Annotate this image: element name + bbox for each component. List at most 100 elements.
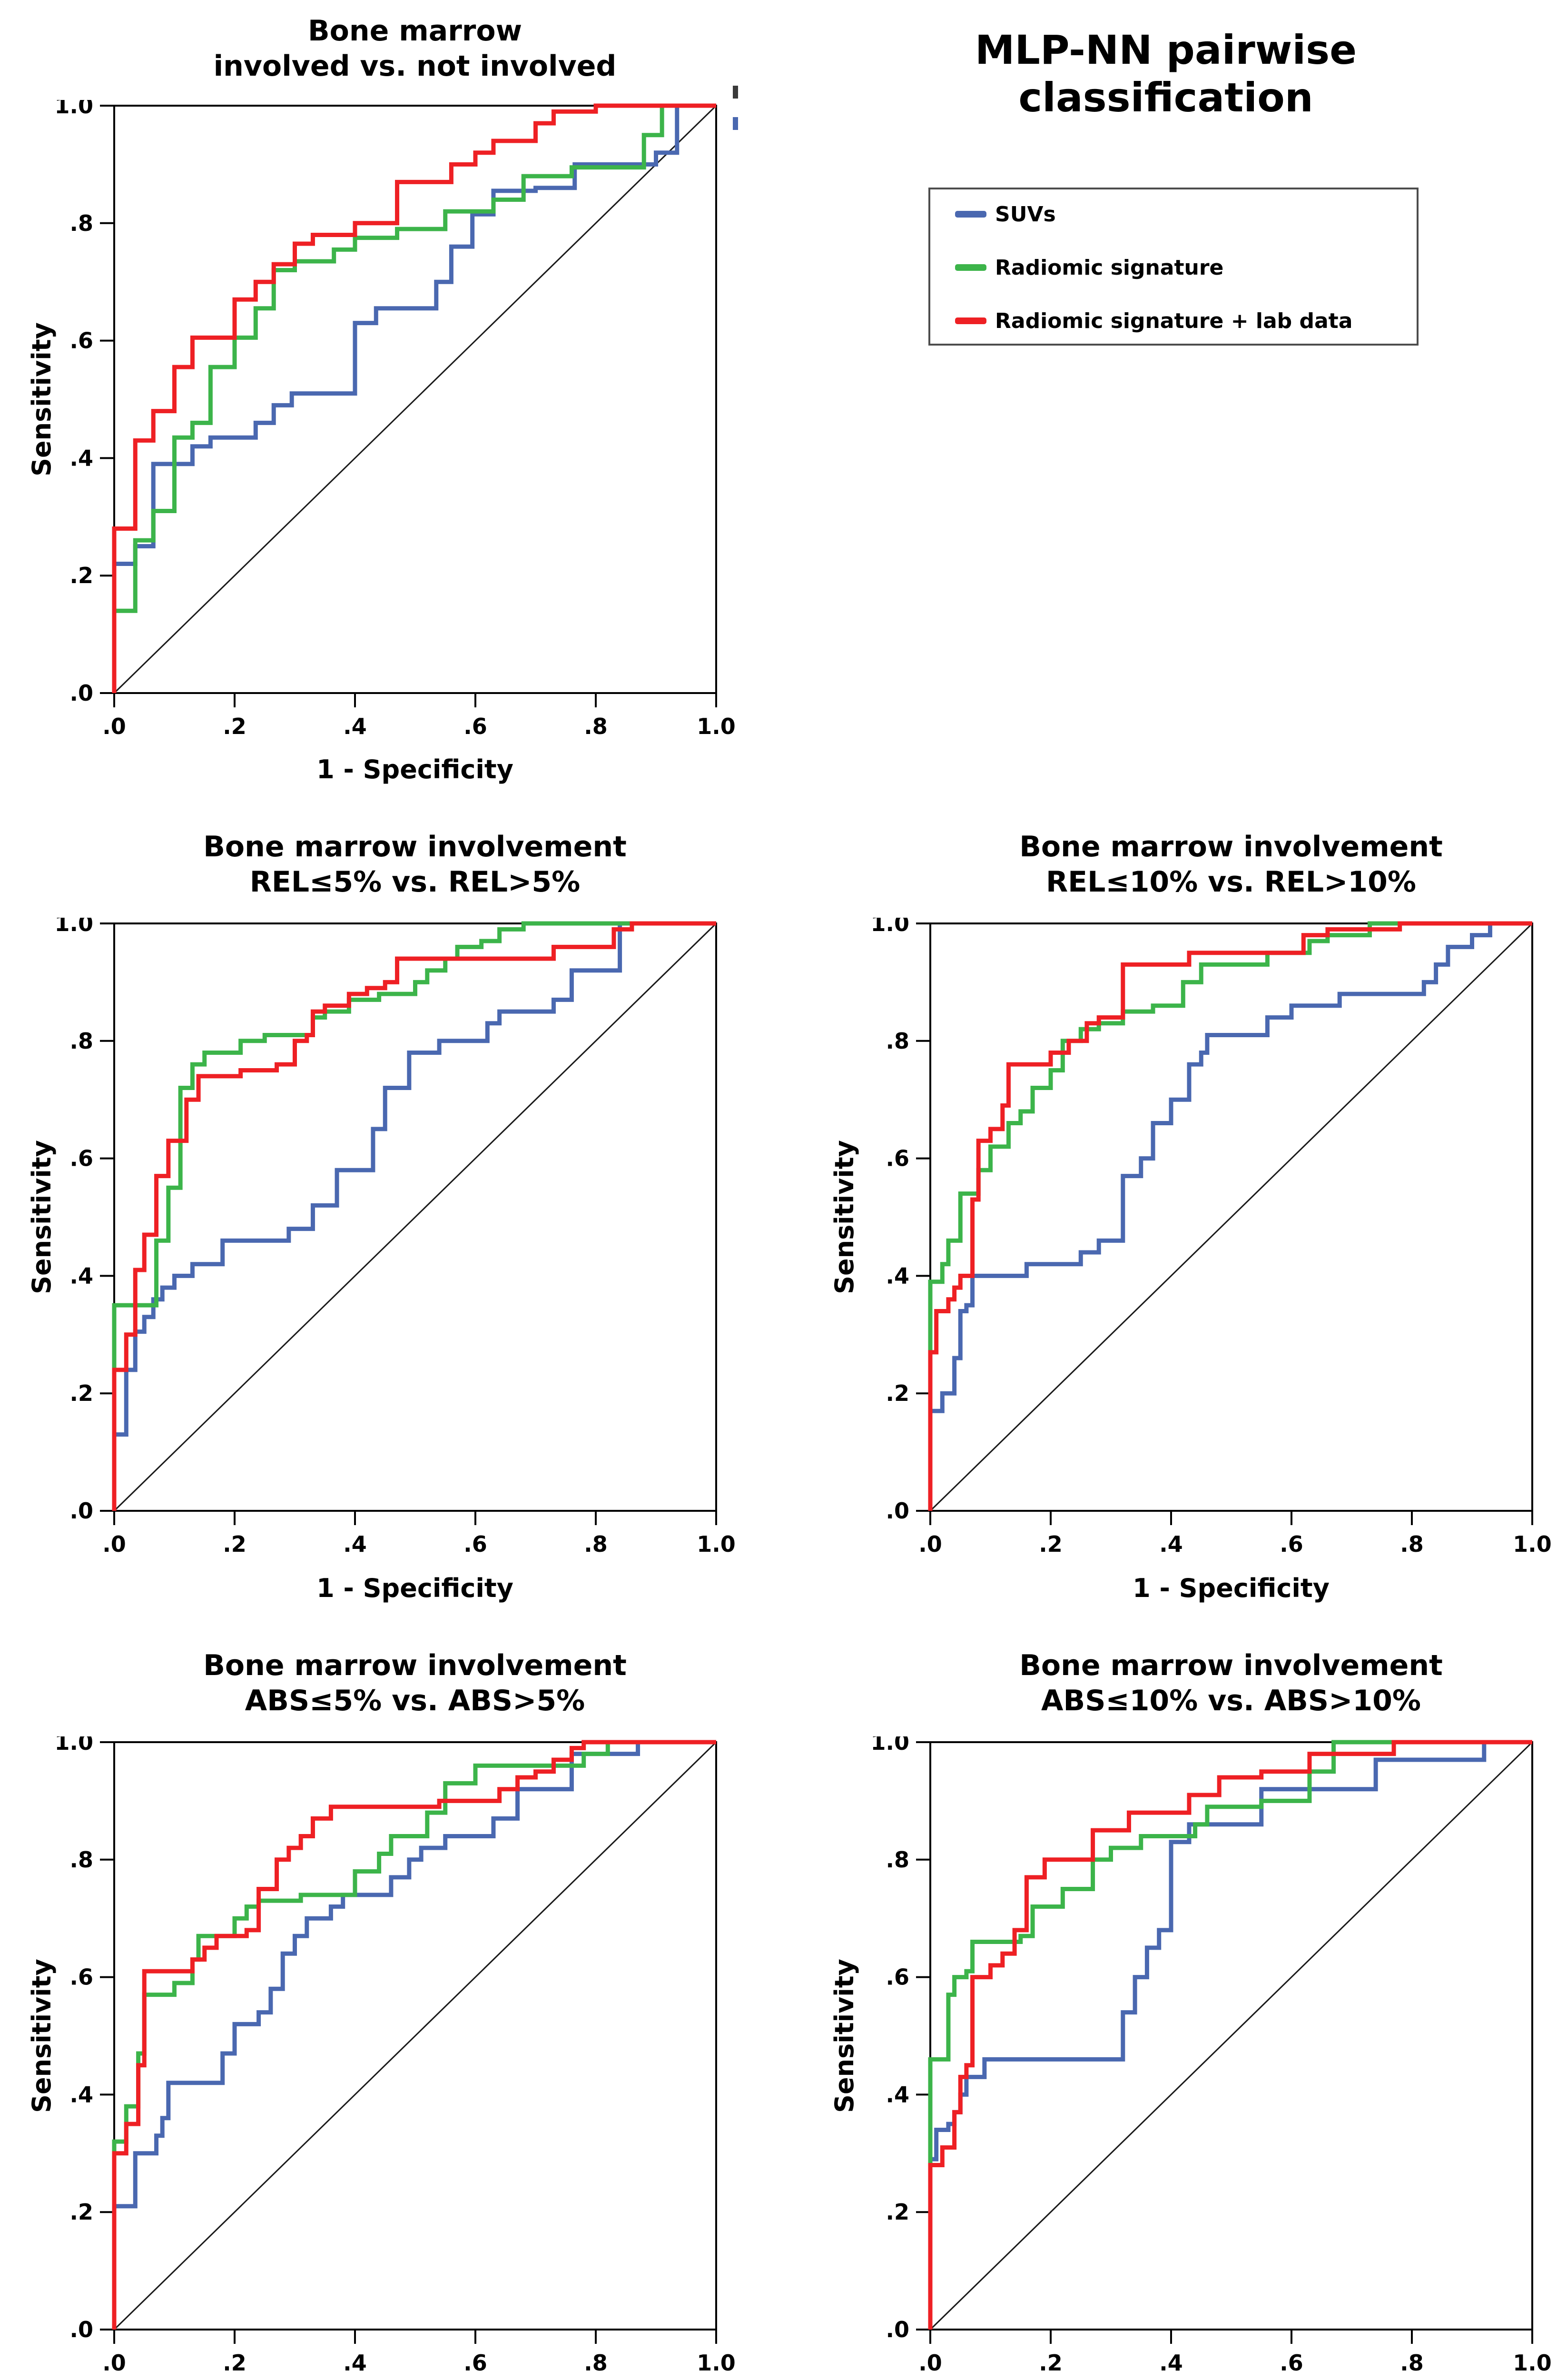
diagonal-reference-line — [113, 1741, 717, 2330]
figure-title-line1: MLP-NN pairwise — [975, 27, 1357, 73]
plot5-title: Bone marrow involvement ABS≤10% vs. ABS>… — [874, 1648, 1557, 1718]
roc-curve-suvs — [112, 103, 716, 693]
x-tick-label: 1.0 — [1513, 2350, 1552, 2376]
y-tick-label: .2 — [70, 563, 93, 588]
diagonal-reference-line — [113, 105, 717, 694]
y-tick-label: .2 — [886, 2199, 909, 2225]
x-tick-label: .0 — [918, 2350, 942, 2376]
plot1-chart: .0 .0 .2 .2 .4 .4 .6 .6 .8 .8 1.0 1.0 — [55, 100, 736, 739]
x-tick-label: 1.0 — [697, 714, 736, 739]
x-tick-label: .6 — [463, 714, 487, 739]
y-tick-label: .0 — [70, 1498, 93, 1524]
axes-box — [929, 922, 1533, 1512]
plot1-title-line2: involved vs. not involved — [213, 50, 617, 83]
plot5-chart: .0 .0 .2 .2 .4 .4 .6 .6 .8 .8 1.0 1.0 — [871, 1736, 1552, 2376]
roc-curve-radiomic-signature — [928, 1740, 1532, 2330]
plot4-chart: .0 .0 .2 .2 .4 .4 .6 .6 .8 .8 1.0 1.0 — [55, 1736, 736, 2376]
y-tick-label: 1.0 — [871, 918, 910, 936]
y-tick-label: .2 — [70, 1380, 93, 1406]
x-tick-label: .0 — [918, 1531, 942, 1557]
x-tick-label: .2 — [223, 714, 246, 739]
axes-box — [929, 1741, 1533, 2330]
roc-curve-radiomic-signature-lab-data — [112, 103, 716, 693]
y-tick-label: .8 — [886, 1028, 909, 1054]
plot4-title: Bone marrow involvement ABS≤5% vs. ABS>5… — [58, 1648, 772, 1718]
x-tick-label: .2 — [1039, 1531, 1062, 1557]
plot3-title-line2: REL≤10% vs. REL>10% — [1045, 865, 1416, 899]
x-tick-label: .2 — [223, 2350, 246, 2376]
y-tick-label: .2 — [886, 1380, 909, 1406]
axes-box — [113, 1741, 717, 2330]
plot3-chart: .0 .0 .2 .2 .4 .4 .6 .6 .8 .8 1.0 1.0 — [871, 918, 1552, 1557]
axes-box — [113, 105, 717, 694]
y-tick-label: .8 — [70, 1028, 93, 1054]
plot2-title-line1: Bone marrow involvement — [203, 830, 627, 863]
plot5-title-line1: Bone marrow involvement — [1019, 1649, 1443, 1682]
x-tick-label: .8 — [584, 714, 607, 739]
plot5-ylabel: Sensitivity — [829, 1959, 859, 2113]
x-tick-label: .8 — [1400, 1531, 1423, 1557]
y-tick-label: .0 — [70, 680, 93, 706]
plot3-title: Bone marrow involvement REL≤10% vs. REL>… — [874, 829, 1557, 900]
legend-item-suvs: SUVs — [930, 200, 1417, 228]
y-tick-label: .4 — [886, 1263, 909, 1289]
x-tick-label: .8 — [584, 2350, 607, 2376]
plot3-ylabel: Sensitivity — [829, 1140, 859, 1294]
legend-item-radiomic-signature: Radiomic signature — [930, 253, 1417, 282]
x-tick-label: 1.0 — [697, 2350, 736, 2376]
x-tick-label: .2 — [223, 1531, 246, 1557]
diagonal-reference-line — [113, 922, 717, 1512]
plot2-xlabel: 1 - Specificity — [316, 1573, 513, 1603]
y-tick-label: .0 — [70, 2317, 93, 2342]
x-tick-label: .4 — [343, 2350, 366, 2376]
x-tick-label: 1.0 — [1513, 1531, 1552, 1557]
y-tick-label: .6 — [886, 1146, 909, 1171]
x-tick-label: .0 — [102, 1531, 126, 1557]
plot1-title-line1: Bone marrow — [307, 14, 522, 48]
legend-label: SUVs — [995, 202, 1056, 227]
x-tick-label: .4 — [343, 1531, 366, 1557]
diagonal-reference-line — [929, 1741, 1533, 2330]
x-tick-label: .8 — [584, 1531, 607, 1557]
x-tick-label: .6 — [1280, 2350, 1303, 2376]
y-tick-label: .6 — [70, 328, 93, 354]
y-tick-label: .0 — [886, 2317, 909, 2342]
y-tick-label: .2 — [70, 2199, 93, 2225]
stray-mark-dark — [733, 86, 738, 99]
plot2-chart: .0 .0 .2 .2 .4 .4 .6 .6 .8 .8 1.0 1.0 — [55, 918, 736, 1557]
roc-curve-suvs — [928, 921, 1532, 1511]
y-tick-label: .8 — [70, 210, 93, 236]
suvs-line-swatch-icon — [955, 211, 986, 218]
x-tick-label: .8 — [1400, 2350, 1423, 2376]
plot1-xlabel: 1 - Specificity — [316, 754, 513, 784]
legend-label: Radiomic signature — [995, 255, 1224, 280]
x-tick-label: .6 — [1280, 1531, 1303, 1557]
y-tick-label: .4 — [70, 1263, 93, 1289]
plot5-title-line2: ABS≤10% vs. ABS>10% — [1041, 1684, 1421, 1717]
y-tick-label: .6 — [70, 1964, 93, 1990]
y-tick-label: .8 — [886, 1847, 909, 1873]
y-tick-label: 1.0 — [55, 100, 94, 119]
roc-curve-radiomic-signature-lab-data — [112, 921, 716, 1511]
figure-title-line2: classification — [1018, 74, 1313, 121]
plot3-title-line1: Bone marrow involvement — [1019, 830, 1443, 863]
legend: SUVs Radiomic signature Radiomic signatu… — [928, 188, 1419, 346]
plot4-title-line2: ABS≤5% vs. ABS>5% — [245, 1684, 585, 1717]
roc-curve-radiomic-signature-lab-data — [112, 1740, 716, 2330]
y-tick-label: .4 — [70, 445, 93, 471]
x-tick-label: .4 — [343, 714, 366, 739]
y-tick-label: 1.0 — [55, 918, 94, 936]
plot1-title: Bone marrow involved vs. not involved — [58, 13, 772, 84]
plot2-title-line2: REL≤5% vs. REL>5% — [249, 865, 581, 899]
plot3-xlabel: 1 - Specificity — [1133, 1573, 1330, 1603]
y-tick-label: .6 — [70, 1146, 93, 1171]
roc-curve-suvs — [112, 921, 716, 1511]
x-tick-label: .0 — [102, 2350, 126, 2376]
x-tick-label: .0 — [102, 714, 126, 739]
y-tick-label: .4 — [886, 2082, 909, 2107]
radiomic-signature-line-swatch-icon — [955, 264, 986, 271]
roc-curve-radiomic-signature-lab-data — [928, 921, 1532, 1511]
x-tick-label: .2 — [1039, 2350, 1062, 2376]
y-tick-label: .8 — [70, 1847, 93, 1873]
